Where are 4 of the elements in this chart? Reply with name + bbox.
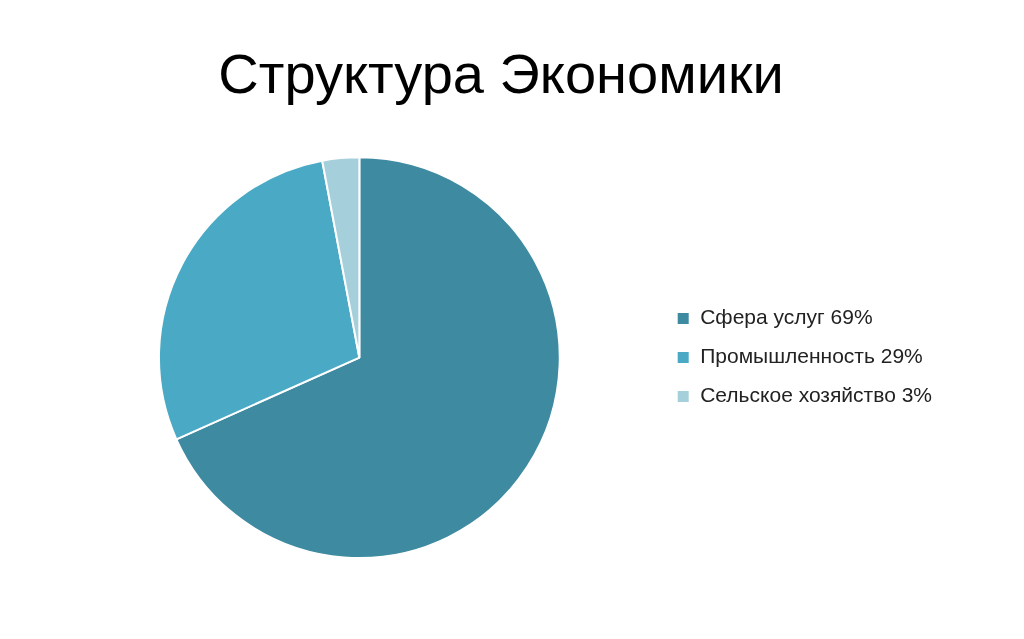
legend-label: Сельское хозяйство 3% [700,383,933,407]
legend-label: Промышленность 29% [700,344,923,368]
legend-label: Сфера услуг 69% [700,305,873,329]
chart-title: Структура Экономики [218,42,784,106]
